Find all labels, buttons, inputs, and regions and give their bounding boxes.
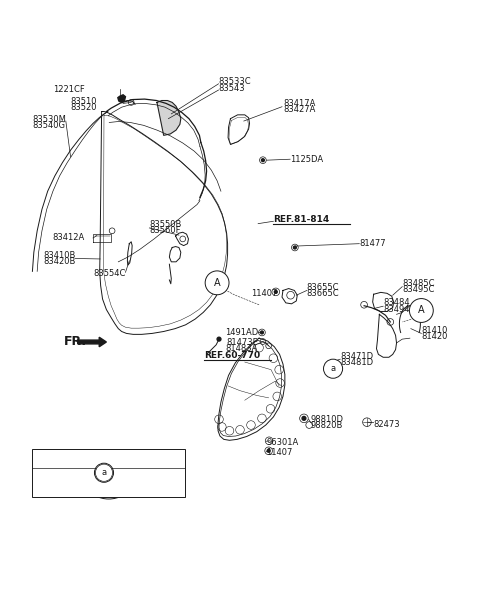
Polygon shape [78,337,107,347]
Text: 83520: 83520 [71,103,97,112]
Text: 83494X: 83494X [383,305,415,314]
Text: REF.81-814: REF.81-814 [274,215,330,224]
Text: 83420B: 83420B [43,257,75,266]
Text: 83417A: 83417A [283,99,315,108]
Text: 81473E: 81473E [226,338,258,347]
Ellipse shape [97,480,120,494]
Text: 83495C: 83495C [402,286,434,295]
Text: 1731JE: 1731JE [149,468,180,477]
Text: 81420: 81420 [421,332,448,341]
Text: FR.: FR. [63,335,86,349]
Circle shape [293,246,296,249]
Text: 83410B: 83410B [43,251,75,260]
Text: 83510: 83510 [71,97,97,106]
Text: 81483A: 81483A [226,344,258,353]
Text: 1125DA: 1125DA [290,155,323,164]
Text: REF.60-770: REF.60-770 [204,352,260,361]
Text: 96301A: 96301A [266,438,299,447]
Circle shape [302,416,306,420]
Text: 1491AD: 1491AD [225,328,258,337]
Text: 83485C: 83485C [402,279,435,288]
FancyBboxPatch shape [33,449,185,497]
Text: a: a [101,468,107,477]
Text: 83665C: 83665C [307,289,339,298]
Circle shape [409,299,433,322]
Text: 83560F: 83560F [149,226,181,235]
Polygon shape [118,95,125,103]
Text: 81410: 81410 [421,326,448,335]
Text: 83655C: 83655C [307,283,339,292]
Circle shape [261,331,264,334]
Text: 81477: 81477 [360,239,386,248]
Circle shape [96,464,113,481]
Text: 11407: 11407 [266,448,293,457]
Text: a: a [331,364,336,373]
Circle shape [324,359,343,378]
Text: 83554C: 83554C [93,269,125,278]
Text: 83412A: 83412A [53,233,85,242]
Text: 83471D: 83471D [340,352,373,361]
Polygon shape [157,101,181,136]
Text: 98820B: 98820B [311,421,343,430]
Circle shape [205,271,229,295]
Circle shape [262,159,264,161]
Circle shape [275,290,277,293]
Text: 83550B: 83550B [149,220,182,229]
Text: 83427A: 83427A [283,105,315,114]
Text: 82473: 82473 [373,419,400,428]
Ellipse shape [90,475,128,499]
Text: 1221CF: 1221CF [53,85,85,94]
Text: 83543: 83543 [218,83,245,92]
Text: A: A [418,305,425,316]
Text: a: a [101,468,107,477]
Circle shape [95,463,114,482]
Text: 83540G: 83540G [33,121,66,130]
Text: 98810D: 98810D [311,415,344,424]
Text: 83530M: 83530M [32,115,66,124]
Text: A: A [214,278,220,288]
Circle shape [267,449,270,452]
Text: 83484: 83484 [383,298,410,307]
Circle shape [217,337,221,341]
Text: 11407: 11407 [251,289,277,298]
Text: 83481D: 83481D [340,358,373,367]
Text: 83533C: 83533C [218,77,251,86]
